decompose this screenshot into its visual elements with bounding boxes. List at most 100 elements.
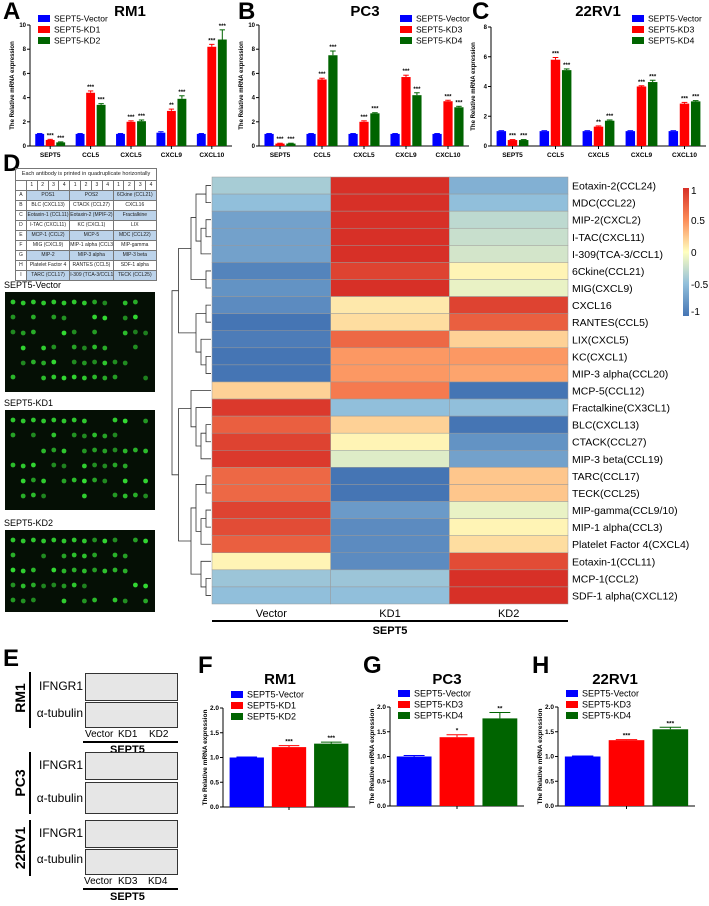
significance-label: ***	[47, 133, 55, 139]
array-spot	[61, 553, 67, 559]
array-spot	[82, 360, 87, 366]
legend-label: SEPT5-KD2	[247, 712, 296, 722]
array-spot	[143, 478, 149, 484]
legend-label: SEPT5-Vector	[648, 14, 702, 24]
heatmap-cell	[449, 313, 569, 331]
chart-title: RM1	[264, 671, 296, 688]
colorbar-tick-label: -0.5	[691, 280, 709, 291]
heatmap-row-label: MCP-5(CCL12)	[572, 386, 644, 398]
y-tick-label: 4	[23, 96, 27, 102]
antibody-cell: SDF-1 alpha	[112, 260, 158, 271]
array-spot	[112, 359, 118, 365]
heatmap-row-label: RANTES(CCL5)	[572, 317, 648, 329]
x-tick-label: CXCL9	[395, 152, 417, 159]
cell-label-pc3: PC3	[12, 769, 28, 797]
heatmap-row-label: MIG(CXCL9)	[572, 283, 633, 295]
heatmap-row-label: MIP-3 alpha(CCL20)	[572, 368, 668, 380]
array-spot	[82, 538, 87, 544]
y-tick-label: 1.5	[210, 730, 219, 737]
bar-sept5-kd3	[608, 740, 645, 806]
array-spot	[133, 344, 138, 350]
lane-label: KD1	[118, 729, 138, 740]
heatmap-cell	[211, 296, 331, 314]
heatmap-cell	[330, 398, 450, 417]
array-spot	[10, 417, 16, 423]
array-spot	[92, 432, 97, 438]
spot-number: 4	[58, 180, 71, 191]
y-tick-label: 1.0	[377, 754, 386, 761]
heatmap-cell	[211, 569, 331, 588]
x-tick-label: SEPT5	[502, 152, 523, 159]
lane-label: Vector	[85, 729, 114, 740]
array-spot	[51, 567, 57, 573]
heatmap-cell	[211, 262, 331, 280]
x-tick-label: SEPT5	[270, 152, 291, 159]
significance-label: ***	[520, 134, 528, 140]
panel-letter-h: H	[532, 652, 550, 679]
array-spot	[61, 478, 67, 484]
legend-label: SEPT5-KD4	[416, 36, 463, 46]
panel-letter-c: C	[472, 0, 490, 25]
heatmap-row-label: TECK(CCL25)	[572, 488, 640, 500]
array-spot	[31, 597, 36, 603]
array-spot	[112, 462, 118, 468]
lane-label: KD2	[149, 729, 169, 740]
array-spot	[92, 447, 97, 453]
array-spot	[133, 314, 138, 320]
bar-sept5-kd4	[647, 82, 658, 146]
antibody-cell: POS2	[69, 190, 114, 201]
antibody-cell: TARC (CCL17)	[25, 270, 71, 281]
bar-sept5-kd4	[370, 113, 380, 146]
heatmap-cell	[449, 535, 569, 554]
bar-sept5-vector	[156, 132, 166, 146]
bar-sept5-kd2	[96, 104, 106, 146]
y-tick-label: 0	[23, 144, 27, 150]
significance-label: ***	[127, 115, 135, 121]
array-spot	[10, 537, 16, 543]
bar-sept5-kd3	[679, 103, 690, 146]
heatmap-row-label: BLC(CXCL13)	[572, 420, 639, 432]
array-spot	[112, 552, 118, 558]
protein-label-tubulin: α-tubulin	[36, 852, 83, 866]
heatmap-cell	[211, 450, 331, 468]
array-spot	[10, 329, 16, 335]
array-spot	[71, 582, 77, 588]
legend-swatch	[566, 701, 578, 708]
spot-number: 1	[69, 180, 82, 191]
heatmap-cell	[211, 347, 331, 366]
lane-label: Vector	[84, 876, 113, 887]
array-spot	[10, 597, 16, 603]
dendrogram-branch	[178, 408, 191, 542]
heatmap-cell	[330, 245, 450, 263]
heatmap-cell	[330, 569, 450, 588]
heatmap-cell	[449, 467, 569, 485]
significance-label: ***	[402, 69, 410, 75]
array-spot	[92, 329, 97, 335]
array-spot	[112, 417, 118, 423]
y-tick-label: 6	[23, 71, 27, 77]
legend-label: SEPT5-KD4	[582, 711, 631, 721]
array-spot	[143, 375, 149, 381]
antibody-cell: MCP-5	[69, 230, 114, 241]
antibody-cell: LIX	[112, 220, 158, 231]
heatmap-cell	[449, 347, 569, 366]
array-spot	[122, 598, 128, 604]
array-spot	[31, 477, 36, 483]
heatmap-cell	[211, 364, 331, 383]
array-spot	[41, 448, 46, 454]
bar-sept5-kd1	[86, 92, 96, 146]
significance-label: ***	[87, 85, 95, 91]
heatmap-cell	[449, 364, 569, 383]
panel-letter-a: A	[3, 0, 21, 25]
array-spot	[82, 553, 87, 559]
array-spot	[31, 329, 36, 335]
row-id: D	[15, 220, 27, 231]
bar-sept5-kd4	[412, 95, 422, 146]
bar-sept5-vector	[396, 756, 432, 806]
legend-label: SEPT5-Vector	[247, 690, 304, 700]
dendrogram-branch	[205, 577, 211, 596]
array-spot	[82, 300, 87, 306]
antibody-cell: MIP-1 alpha (CCL3)	[69, 240, 114, 251]
significance-label: ***	[667, 720, 675, 727]
array-spot	[51, 314, 57, 320]
